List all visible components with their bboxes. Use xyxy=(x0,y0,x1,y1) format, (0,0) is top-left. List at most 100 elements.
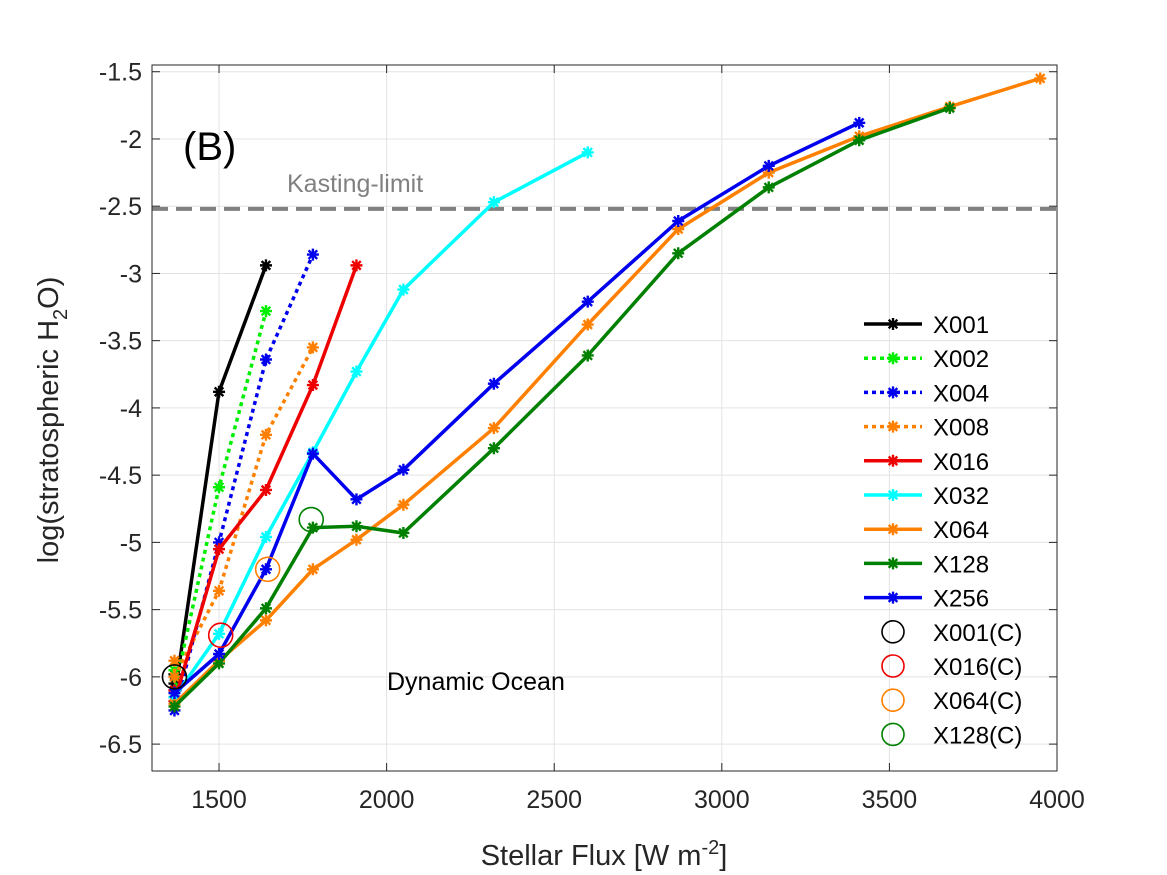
data-point-x256 xyxy=(350,493,363,506)
data-point-x128 xyxy=(397,526,410,539)
data-point-x128 xyxy=(581,349,594,362)
legend-label: X008 xyxy=(933,415,989,442)
data-point-x128 xyxy=(306,521,319,534)
data-point-x256 xyxy=(853,116,866,129)
legend-marker xyxy=(887,318,899,330)
legend-label: X001(C) xyxy=(933,620,1022,647)
data-point-x064 xyxy=(1034,72,1047,85)
data-point-x256 xyxy=(487,377,500,390)
x-axis-label-superscript: -2 xyxy=(701,837,719,859)
legend-entry-x016-c: X016(C) xyxy=(881,654,1022,681)
data-point-x016 xyxy=(259,483,272,496)
legend-label: X128 xyxy=(933,551,989,578)
data-point-x004 xyxy=(213,536,226,549)
y-tick-label: -4.5 xyxy=(99,462,142,490)
x-tick-label: 4000 xyxy=(1029,786,1085,814)
data-point-x008 xyxy=(168,654,181,667)
data-point-x256 xyxy=(168,687,181,700)
y-axis-label-tail: O) xyxy=(33,277,65,309)
data-point-x064 xyxy=(259,614,272,627)
y-tick-label: -3 xyxy=(120,260,142,288)
data-point-x008 xyxy=(168,670,181,683)
x-tick-label: 2500 xyxy=(526,786,582,814)
y-tick-label: -3.5 xyxy=(99,328,142,356)
data-point-x128 xyxy=(168,700,181,713)
data-point-x016 xyxy=(306,379,319,392)
legend-entry-x008: X008 xyxy=(864,415,989,442)
x-tick-label: 3000 xyxy=(694,786,750,814)
series-group xyxy=(168,72,1047,717)
panel-label: (B) xyxy=(183,125,236,169)
data-point-x004 xyxy=(259,353,272,366)
data-point-x032 xyxy=(487,196,500,209)
legend-entry-x064-c: X064(C) xyxy=(881,688,1022,715)
legend-entry-x128: X128 xyxy=(864,551,989,578)
data-point-x064 xyxy=(397,498,410,511)
data-point-x032 xyxy=(259,531,272,544)
data-point-x032 xyxy=(213,627,226,640)
legend-entry-x004: X004 xyxy=(864,380,989,407)
legend-marker xyxy=(887,591,899,604)
data-point-x002 xyxy=(259,305,272,318)
y-tick-label: -5.5 xyxy=(99,597,142,625)
kasting-limit-label: Kasting-limit xyxy=(287,170,423,198)
circle-point-x016-c xyxy=(207,622,234,648)
data-point-x128 xyxy=(213,657,226,670)
circle-markers-group xyxy=(161,506,325,690)
data-point-x001 xyxy=(213,385,226,398)
data-point-x008 xyxy=(213,584,226,597)
legend-circle-marker xyxy=(881,654,905,678)
data-point-x002 xyxy=(213,481,226,494)
legend-circle-marker xyxy=(881,619,905,644)
x-axis-label: Stellar Flux [W m-2] xyxy=(481,837,728,872)
y-axis-label: log(stratospheric H2O) xyxy=(33,277,72,564)
legend-marker xyxy=(887,557,899,570)
x-tick-label: 1500 xyxy=(191,786,247,814)
annotation-dynamic-ocean: Dynamic Ocean xyxy=(387,668,565,696)
data-point-x001 xyxy=(259,259,272,272)
legend-entry-x064: X064 xyxy=(864,517,989,544)
data-point-x256 xyxy=(213,648,226,661)
data-point-x256 xyxy=(306,447,319,460)
x-tick-label: 2000 xyxy=(359,786,415,814)
data-point-x256 xyxy=(762,159,775,172)
legend-entry-x001-c: X001(C) xyxy=(881,619,1022,647)
data-point-x016 xyxy=(350,259,363,272)
legend-entry-x128-c: X128(C) xyxy=(881,722,1022,749)
data-point-x256 xyxy=(672,214,685,227)
series-x008 xyxy=(168,341,319,683)
legend-label: X064(C) xyxy=(933,688,1022,715)
legend-marker xyxy=(887,454,899,467)
legend: X001 X002 X004 X008 X016 X032 X064 X128 X256 X001… xyxy=(864,312,1022,749)
data-point-x064 xyxy=(350,533,363,546)
data-point-x032 xyxy=(397,283,410,296)
circle-point-x128-c xyxy=(298,506,325,533)
data-point-x128 xyxy=(853,134,866,147)
legend-entry-x032: X032 xyxy=(864,483,989,510)
legend-label: X032 xyxy=(933,483,989,510)
y-tick-label: -1.5 xyxy=(99,59,142,87)
data-point-x128 xyxy=(672,247,685,260)
data-point-x016 xyxy=(213,543,226,556)
data-point-x256 xyxy=(259,563,272,576)
data-point-x032 xyxy=(581,146,594,159)
data-point-x064 xyxy=(306,563,319,576)
legend-marker xyxy=(887,489,899,501)
y-tick-label: -5 xyxy=(120,529,142,557)
series-x256 xyxy=(168,116,866,700)
circle-point-x001-c xyxy=(161,664,188,690)
legend-label: X128(C) xyxy=(933,722,1022,749)
legend-entry-x002: X002 xyxy=(864,346,989,373)
series-line-x032 xyxy=(173,150,589,699)
y-tick-label: -2.5 xyxy=(99,193,142,221)
legend-label: X001 xyxy=(933,312,989,339)
data-point-x064 xyxy=(487,422,500,435)
legend-label: X002 xyxy=(933,346,989,373)
legend-circle-marker xyxy=(881,722,905,747)
axis-ticks: 1500 2000 2500 3000 3500 4000 -1.5 -2 -2.5 -3 -3.5… xyxy=(99,59,1085,814)
legend-marker xyxy=(887,523,899,536)
y-tick-label: -4 xyxy=(120,395,142,423)
data-point-x032 xyxy=(350,365,363,378)
data-point-x064 xyxy=(762,166,775,179)
